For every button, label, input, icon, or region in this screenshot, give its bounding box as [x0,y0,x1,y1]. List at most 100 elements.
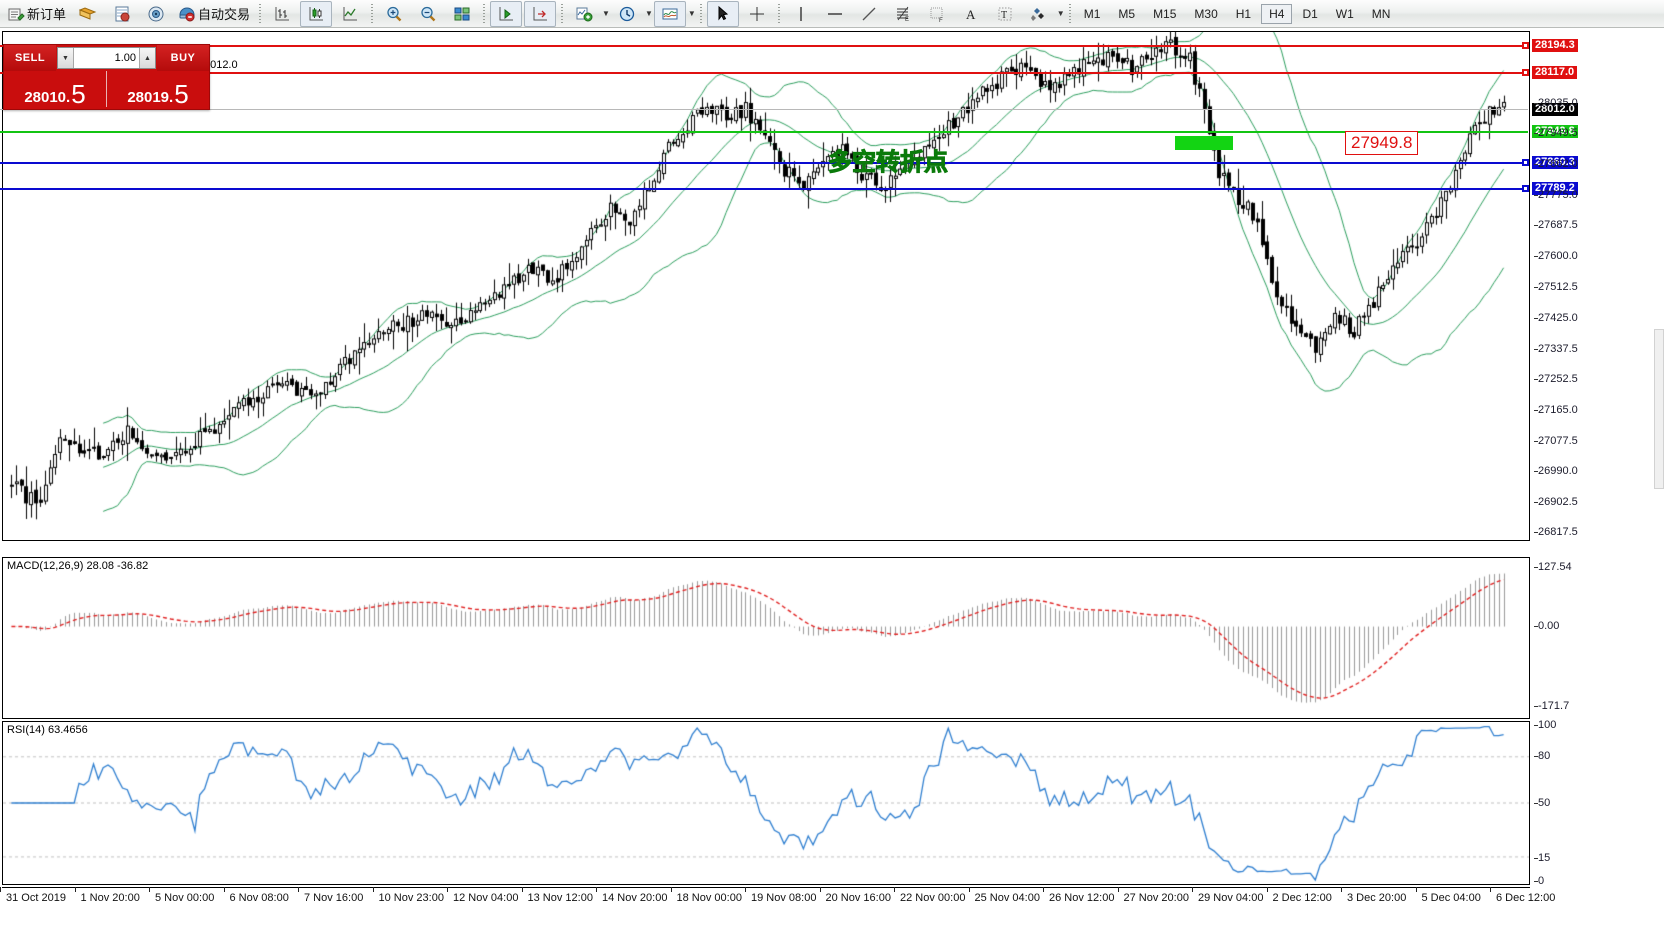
price-line-label[interactable]: 28117.0 [1532,65,1578,79]
price-line-label[interactable]: 28194.3 [1532,38,1578,52]
toolbar-separator [371,3,374,24]
expert-advisor-icon [178,5,196,23]
chart-shift-button[interactable] [524,0,557,27]
horizontal-price-line[interactable] [0,71,1528,74]
macd-tick: 0.00 [1533,620,1560,633]
volume-increment-button[interactable]: ▲ [139,48,155,68]
timeframe-w1[interactable]: W1 [1335,6,1354,21]
auto-trading-button[interactable]: 自动交易 [174,1,254,27]
rsi-tick: 0 [1533,875,1545,887]
auto-scroll-button[interactable] [490,0,523,27]
macd-pane[interactable]: MACD(12,26,9) 28.08 -36.82 [2,557,1530,719]
price-scale[interactable]: 28035.0 27949.5 27862.0 27775.0 27687.5 27600… [1532,31,1662,541]
time-axis-label: 10 Nov 23:00 [372,887,444,904]
price-line-handle[interactable] [1522,159,1529,167]
buy-price-decimal: . [169,89,174,106]
data-window-button[interactable] [106,1,138,27]
cursor-icon [714,5,732,23]
templates-button[interactable] [653,0,686,27]
price-line-label[interactable]: 27789.2 [1532,181,1578,195]
price-tick: 26817.5 [1534,526,1578,539]
price-line-label[interactable]: 28012.0 [1532,102,1578,116]
volume-value[interactable]: 1.00 [114,52,136,64]
timeframe-h1[interactable]: H1 [1235,6,1252,21]
shapes-dropdown-caret[interactable]: ▼ [1056,9,1065,18]
horizontal-price-line[interactable] [0,162,1528,165]
fibonacci-button[interactable]: E [887,1,919,27]
text-icon: A [962,5,980,23]
sell-button-label[interactable]: SELL [4,45,56,71]
templates-dropdown-caret[interactable]: ▼ [687,9,696,18]
price-line-handle[interactable] [1522,68,1529,76]
zoom-out-button[interactable] [412,1,444,27]
cursor-button[interactable] [706,0,739,27]
timeframe-h4[interactable]: H4 [1261,3,1293,24]
crosshair-button[interactable] [741,1,773,27]
data-window-icon [113,5,131,23]
line-chart-button[interactable] [334,1,366,27]
time-axis-label: 14 Nov 20:00 [595,887,668,904]
rsi-pane[interactable]: RSI(14) 63.4656 [2,721,1530,885]
folder-button[interactable] [72,1,104,27]
horizontal-price-line[interactable] [0,44,1528,47]
price-line-label[interactable]: 27860.3 [1532,156,1578,170]
toolbar-separator [699,3,702,24]
time-axis-label: 2 Dec 12:00 [1266,887,1332,904]
text-button[interactable]: A [955,1,987,27]
tile-windows-button[interactable] [446,1,478,27]
buy-price-fraction: 5 [174,78,189,109]
volume-decrement-button[interactable]: ▼ [58,48,74,68]
price-line-handle[interactable] [1522,184,1529,192]
price-line-handle[interactable] [1522,41,1529,49]
price-pane[interactable] [2,31,1530,541]
zoom-out-icon [419,5,437,23]
indicators-button[interactable] [568,1,600,27]
horizontal-price-line[interactable] [0,130,1528,133]
time-axis-label: 5 Nov 00:00 [148,887,215,904]
buy-button-label[interactable]: BUY [157,45,209,71]
highlight-rectangle[interactable] [1175,136,1233,150]
price-tick: 28035.0 [1534,96,1578,109]
buy-price-button[interactable]: 28019 . 5 [106,71,209,107]
candlestick-chart-button[interactable] [300,0,333,27]
rsi-title: RSI(14) 63.4656 [7,724,88,736]
vertical-scrollbar[interactable] [1654,329,1664,489]
horizontal-line-button[interactable] [819,1,851,27]
indicators-dropdown-caret[interactable]: ▼ [602,9,610,18]
trendline-button[interactable] [853,1,885,27]
time-axis-label: 26 Nov 12:00 [1042,887,1115,904]
timeframe-m1[interactable]: M1 [1083,6,1101,21]
period-button[interactable] [611,1,643,27]
new-order-button[interactable]: 新订单 [3,1,70,27]
time-axis[interactable]: 31 Oct 2019 1 Nov 20:00 5 Nov 00:00 6 Nov 0… [0,887,1555,909]
timeframe-m15[interactable]: M15 [1153,6,1177,21]
time-axis-label: 20 Nov 16:00 [819,887,891,904]
chart-annotation-text[interactable]: 多空转折点 [828,149,949,177]
timeframe-mn[interactable]: MN [1371,6,1391,21]
zoom-in-button[interactable] [378,1,410,27]
timeframe-d1[interactable]: D1 [1302,6,1318,21]
timeframe-m30[interactable]: M30 [1194,6,1218,21]
sell-price-integer: 28010 [24,89,67,106]
horizontal-price-line[interactable] [0,187,1528,190]
channel-button[interactable]: F [921,1,953,27]
navigator-icon [147,5,165,23]
toolbar-separator [777,3,780,24]
price-tick: 27862.0 [1534,157,1578,170]
volume-stepper[interactable]: ▼ 1.00 ▲ [57,47,156,69]
text-label-button[interactable]: T [989,1,1021,27]
navigator-button[interactable] [140,1,172,27]
sell-price-button[interactable]: 28010 . 5 [4,71,106,107]
horizontal-price-line[interactable] [0,108,1528,110]
sell-price-decimal: . [66,89,71,106]
time-axis-label: 6 Dec 12:00 [1489,887,1556,904]
timeframe-m5[interactable]: M5 [1118,6,1136,21]
price-line-label[interactable]: 27949.8 [1532,124,1578,138]
shapes-button[interactable] [1023,1,1055,27]
one-click-trading-panel[interactable]: SELL ▼ 1.00 ▲ BUY 28010 . 5 28019 . 5 [3,44,210,110]
price-callout-label[interactable]: 27949.8 [1345,131,1419,155]
macd-tick: -171.7 [1533,699,1570,712]
vertical-line-button[interactable] [785,1,817,27]
period-dropdown-caret[interactable]: ▼ [644,9,653,18]
bar-chart-button[interactable] [266,1,298,27]
